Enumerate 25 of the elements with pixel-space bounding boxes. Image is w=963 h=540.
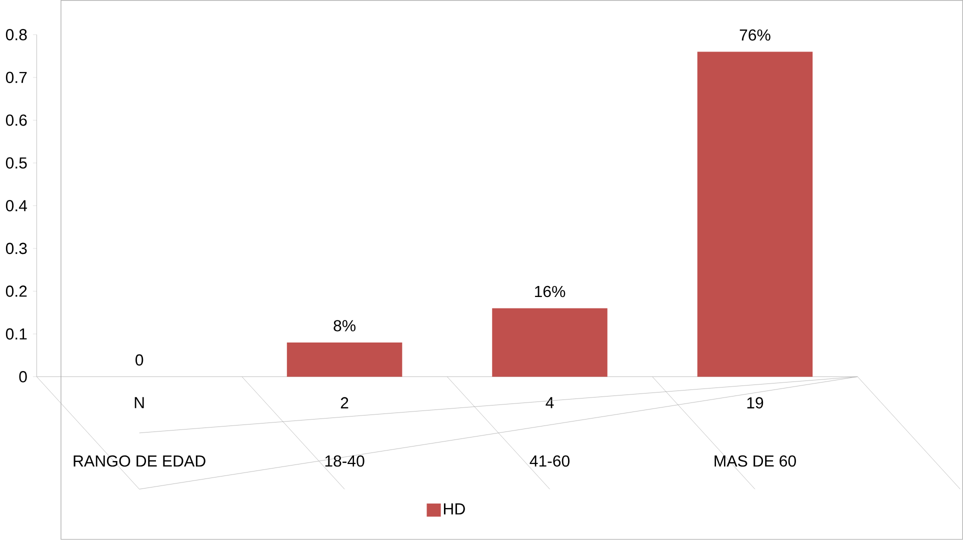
bar xyxy=(697,52,813,377)
y-tick-label: 0.6 xyxy=(6,114,27,126)
text: 18-40 xyxy=(325,456,364,467)
x-tick-label: 4 xyxy=(546,397,554,408)
data-label: 76% xyxy=(740,30,770,41)
x-tick-label: 19 xyxy=(747,397,764,409)
data-label: 0 xyxy=(136,354,144,366)
y-tick-label: 0.4 xyxy=(6,200,27,212)
y-tick-label: 0.2 xyxy=(6,286,27,297)
y-tick-label: 0.7 xyxy=(6,72,27,84)
y-tick-label: 0.1 xyxy=(6,328,27,340)
y-tick-label: 0.5 xyxy=(6,157,27,169)
data-label: 16% xyxy=(535,286,566,298)
text: RANGO DE EDAD xyxy=(74,456,206,467)
x-tick-label: 2 xyxy=(340,397,348,408)
text: MAS DE 60 xyxy=(714,456,796,467)
bar xyxy=(492,308,608,377)
legend-label: HD xyxy=(444,504,465,514)
y-tick-label: 0.8 xyxy=(6,29,27,40)
x-tick-label: N xyxy=(134,397,144,408)
text: 41-60 xyxy=(530,456,570,467)
y-tick-label: 0.3 xyxy=(6,242,27,254)
bar xyxy=(286,342,402,377)
y-tick-label: 0 xyxy=(19,371,27,382)
data-label: 8% xyxy=(334,320,356,332)
